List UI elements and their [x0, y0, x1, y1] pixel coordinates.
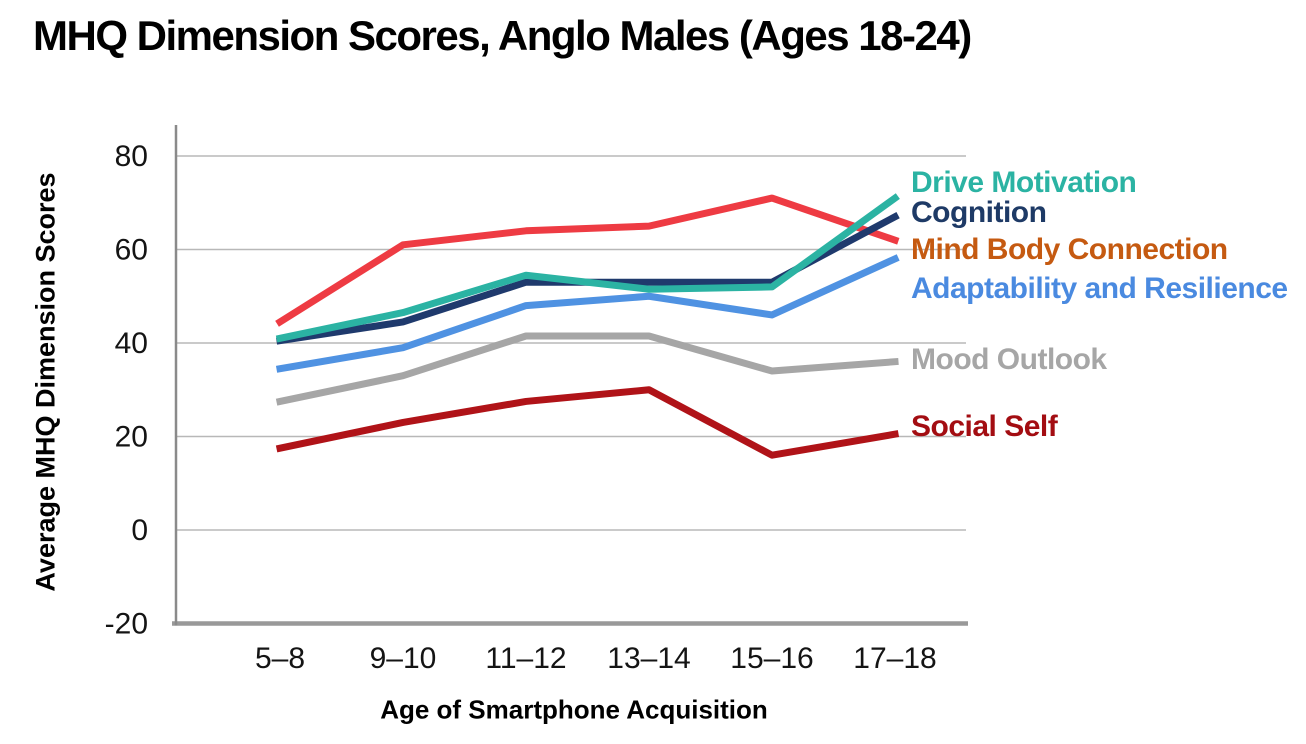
y-tick-label-20: 20 [115, 421, 148, 454]
legend-label-drive-motivation: Drive Motivation [911, 166, 1137, 199]
x-tick-label-11-12: 11–12 [485, 642, 566, 675]
legend-label-social-self: Social Self [911, 410, 1058, 443]
series-line-drive-motivation [275, 193, 900, 343]
y-tick-label-60: 60 [115, 234, 148, 267]
y-tick-label-0: 0 [131, 514, 148, 547]
series-line-adaptability-and-resilience [275, 254, 900, 373]
legend-label-adaptability-and-resilience: Adaptability and Resilience [911, 272, 1288, 305]
legend-label-cognition: Cognition [911, 196, 1047, 229]
y-tick-label-80: 80 [115, 140, 148, 173]
legend-label-mind-body-connection: Mind Body Connection [911, 233, 1228, 266]
x-tick-label-15-16: 15–16 [730, 642, 813, 675]
x-tick-label-17-18: 17–18 [853, 642, 936, 675]
legend-label-mood-outlook: Mood Outlook [911, 343, 1107, 376]
y-tick-label-40: 40 [115, 327, 148, 360]
x-tick-label-9-10: 9–10 [370, 642, 437, 675]
series-line-mood-outlook [275, 332, 899, 406]
y-tick-label--20: -20 [105, 608, 148, 641]
series-line-social-self [275, 386, 900, 459]
chart-title: MHQ Dimension Scores, Anglo Males (Ages … [33, 12, 972, 59]
x-axis-title: Age of Smartphone Acquisition [380, 694, 768, 725]
x-tick-label-5-8: 5–8 [255, 642, 305, 675]
series-line-mind-body-connection [275, 194, 900, 327]
x-tick-label-13-14: 13–14 [607, 642, 690, 675]
y-axis-title: Average MHQ Dimension Scores [30, 172, 61, 592]
